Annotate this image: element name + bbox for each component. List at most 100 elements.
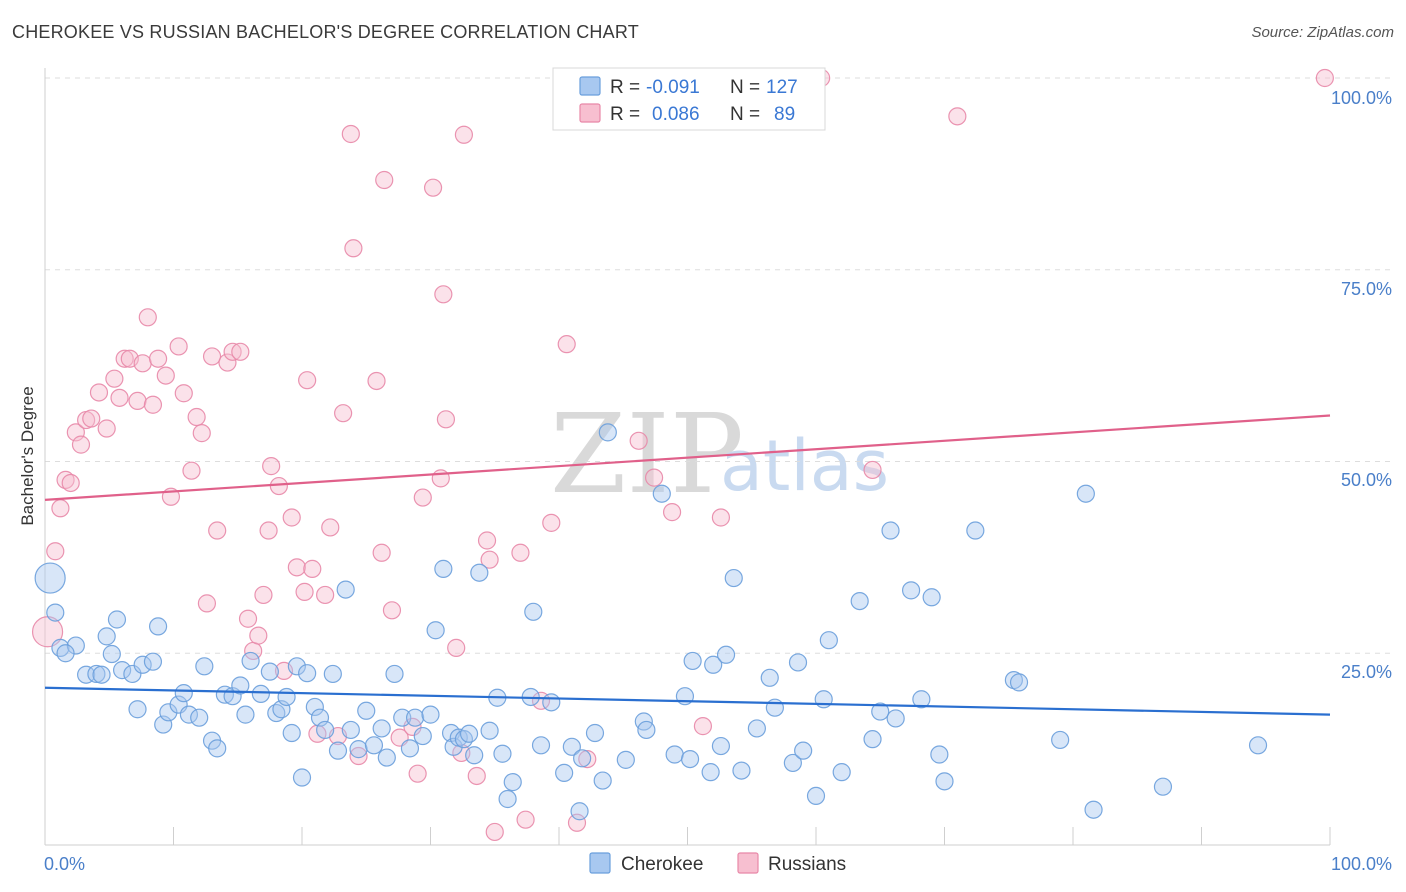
russians-point [447,638,466,657]
cherokee-point [241,651,260,671]
cherokee-point [701,763,720,782]
cherokee-point [287,657,306,676]
cherokee-point [832,763,851,782]
russians-point [218,353,237,372]
russians-point [629,431,648,450]
cherokee-point [912,690,931,709]
cherokee-point [465,746,484,765]
russians-point [303,559,322,578]
cherokee-point [413,726,432,746]
russians-trend-line [44,414,1331,501]
cherokee-point [133,655,152,674]
russians-point [948,107,967,126]
russians-point [436,410,456,429]
cherokee-point [850,591,869,611]
cherokee-point [357,701,376,720]
cherokee-point [444,737,463,756]
cherokee-point [652,484,671,503]
cherokee-point [434,559,453,578]
russians-point [477,531,497,550]
cherokee-point [328,741,348,760]
y-axis-label: Bachelor's Degree [18,386,37,525]
russians-point [89,383,109,402]
cherokee-point [570,802,589,821]
cherokee-point [901,581,921,600]
cherokee-point [732,761,751,780]
cherokee-points [34,423,1268,821]
cherokee-point [51,638,70,657]
legend-r-value-russians: 0.086 [652,104,700,125]
y-tick-label-50: 50.0% [1341,470,1392,490]
cherokee-point [480,721,499,740]
russians-point [133,354,152,373]
cherokee-point [704,655,723,674]
cherokee-point [886,709,905,728]
cherokee-point [385,664,404,684]
russians-point [174,384,193,403]
cherokee-point [585,723,605,743]
cherokee-point [316,720,335,740]
cherokee-point [711,736,731,756]
cherokee-point [426,621,445,640]
russians-point [249,626,268,645]
cherokee-point [341,720,360,740]
legend-n-label-russians: N = [730,104,760,125]
russians-point [1315,68,1334,88]
cherokee-point [159,703,178,722]
cherokee-point [716,645,736,664]
cherokee-point [503,773,522,792]
russians-point [413,488,432,507]
russians-point [187,407,206,427]
cherokee-point [305,697,324,717]
russians-point [202,347,222,366]
russians-point [578,749,597,769]
cherokee-point [1248,736,1268,755]
russians-point [223,342,242,361]
cherokee-point [863,730,882,749]
watermark: ZIP atlas [550,390,889,518]
russians-point [82,409,101,428]
y-tick-label-75: 75.0% [1341,279,1392,299]
russians-point [567,813,587,832]
cherokee-point [454,730,474,749]
cherokee-point [236,705,255,724]
cherokee-point [277,687,296,707]
cherokee-point [282,723,301,743]
cherokee-point [66,636,85,655]
russians-point [693,717,713,736]
cherokee-point [966,521,985,540]
cherokee-point [208,739,227,758]
cherokee-point [930,745,949,764]
russians-point [115,349,134,368]
russians-point [349,746,368,766]
russians-point [480,550,499,569]
cherokee-point [97,627,116,646]
cherokee-point [128,700,147,719]
cherokee-point [1009,673,1029,692]
cherokee-point [364,736,384,755]
cherokee-point [760,668,779,687]
legend-r-label-russians: R = [610,104,640,125]
cherokee-point [298,664,317,683]
cherokee-point [174,684,193,703]
cherokee-point [1084,800,1103,819]
cherokee-point [56,644,75,663]
correlation-legend: R = -0.091 N = 127 R = 0.086 N = 89 [552,67,826,131]
cherokee-point [405,708,425,727]
legend-r-value-cherokee: -0.091 [646,77,700,98]
russians-point [511,543,530,562]
cherokee-point [524,602,543,621]
russians-point [138,308,157,327]
russians-point [485,822,504,842]
cherokee-point [34,562,66,594]
cherokee-point [195,657,214,676]
russians-point [367,371,386,391]
cherokee-point [794,741,813,760]
cherokee-point [92,665,111,684]
cherokee-point [46,603,65,622]
russians-point [56,470,75,490]
russians-point [254,585,273,605]
cherokee-point [498,789,517,809]
cherokee-point [1051,730,1070,750]
cherokee-point [393,708,412,727]
